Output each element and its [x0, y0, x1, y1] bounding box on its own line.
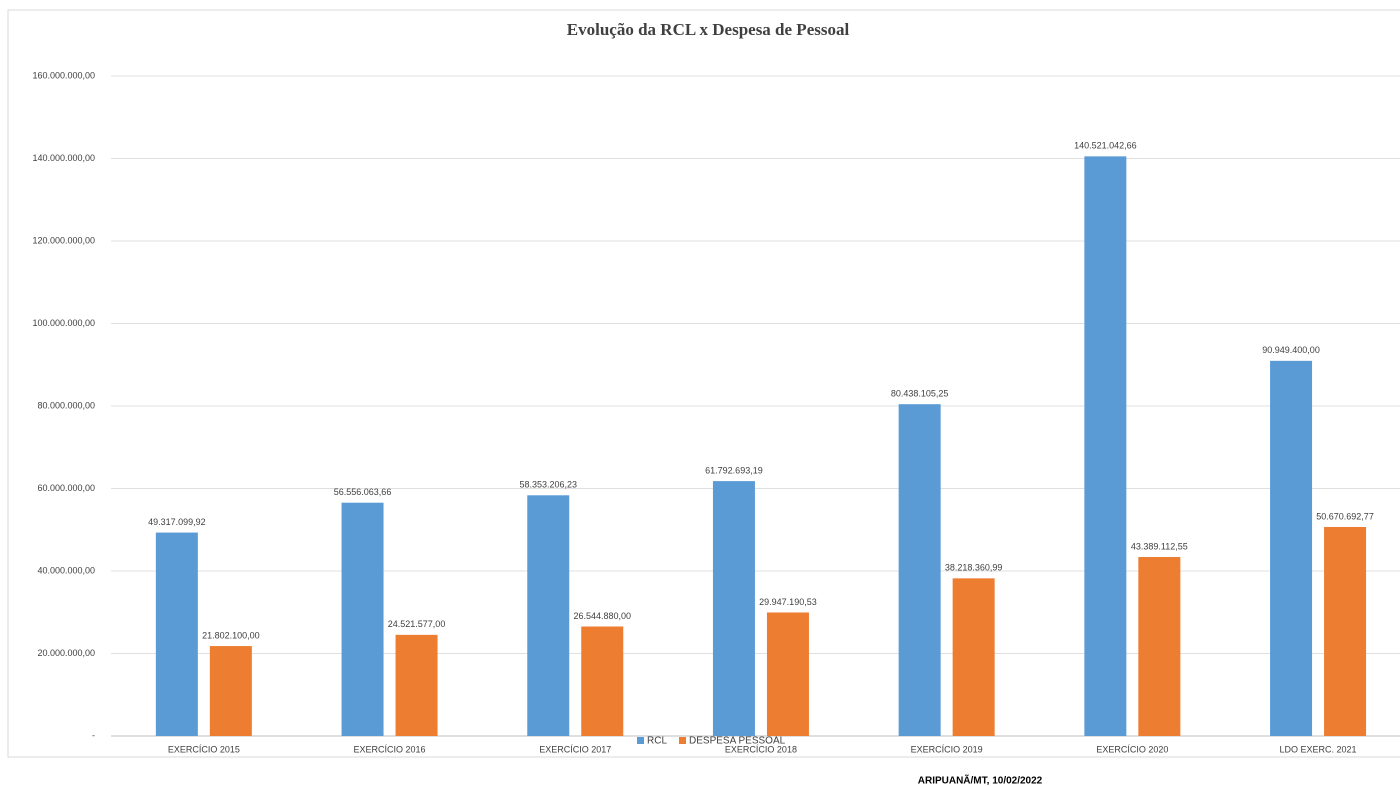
legend-marker: [679, 737, 687, 744]
x-tick-label: EXERCÍCIO 2019: [911, 744, 983, 754]
y-tick-label: 120.000.000,00: [32, 235, 95, 245]
bar: [1138, 557, 1181, 736]
bar: [766, 612, 809, 736]
bar: [1084, 156, 1127, 736]
value-label: 38.218.360,99: [945, 563, 1003, 573]
y-tick-label: 80.000.000,00: [37, 400, 95, 410]
legend-label: RCL: [647, 736, 667, 747]
bar: [952, 578, 995, 736]
bar: [1324, 526, 1367, 736]
bar: [712, 481, 755, 736]
y-tick-label: 20.000.000,00: [37, 648, 95, 658]
y-tick-label: 100.000.000,00: [32, 318, 95, 328]
legend-marker: [637, 737, 644, 744]
bar: [898, 404, 941, 736]
value-label: 56.556.063,66: [334, 487, 392, 497]
x-tick-label: EXERCÍCIO 2016: [354, 744, 426, 754]
y-tick-label: 140.000.000,00: [32, 153, 95, 163]
value-label: 43.389.112,55: [1131, 541, 1188, 551]
bar: [155, 532, 198, 736]
y-tick-label: 40.000.000,00: [37, 565, 95, 575]
bar: [341, 502, 384, 736]
bar: [581, 626, 624, 736]
bar: [527, 495, 570, 736]
chart-title: Evolução da RCL x Despesa de Pessoal: [567, 20, 850, 39]
value-label: 90.949.400,00: [1262, 345, 1320, 355]
value-label: 29.947.190,53: [759, 597, 817, 607]
x-tick-label: LDO EXERC. 2021: [1280, 744, 1357, 754]
legend-label: DESPESA PESSOAL: [689, 736, 786, 747]
y-tick-label: 160.000.000,00: [32, 70, 95, 80]
footer: ARIPUANÃ/MT, 10/02/2022: [918, 774, 1043, 786]
x-tick-label: EXERCÍCIO 2020: [1096, 744, 1168, 754]
value-label: 61.792.693,19: [705, 465, 763, 475]
x-tick-label: EXERCÍCIO 2018: [725, 744, 797, 754]
y-tick-label: -: [92, 730, 95, 740]
value-label: 140.521.042,66: [1074, 141, 1137, 151]
bar: [395, 634, 438, 736]
chart-border: [7, 9, 1400, 758]
bar: [1270, 360, 1313, 736]
y-tick-label: 60.000.000,00: [37, 483, 95, 493]
value-label: 49.317.099,92: [148, 517, 206, 527]
bar: [209, 646, 252, 736]
value-label: 26.544.880,00: [573, 611, 631, 621]
value-label: 50.670.692,77: [1316, 511, 1374, 521]
value-label: 80.438.105,25: [891, 389, 949, 399]
x-tick-label: EXERCÍCIO 2015: [168, 744, 240, 754]
value-label: 24.521.577,00: [388, 619, 446, 629]
value-label: 21.802.100,00: [202, 630, 260, 640]
value-label: 58.353.206,23: [519, 480, 577, 490]
x-tick-label: EXERCÍCIO 2017: [539, 744, 611, 754]
